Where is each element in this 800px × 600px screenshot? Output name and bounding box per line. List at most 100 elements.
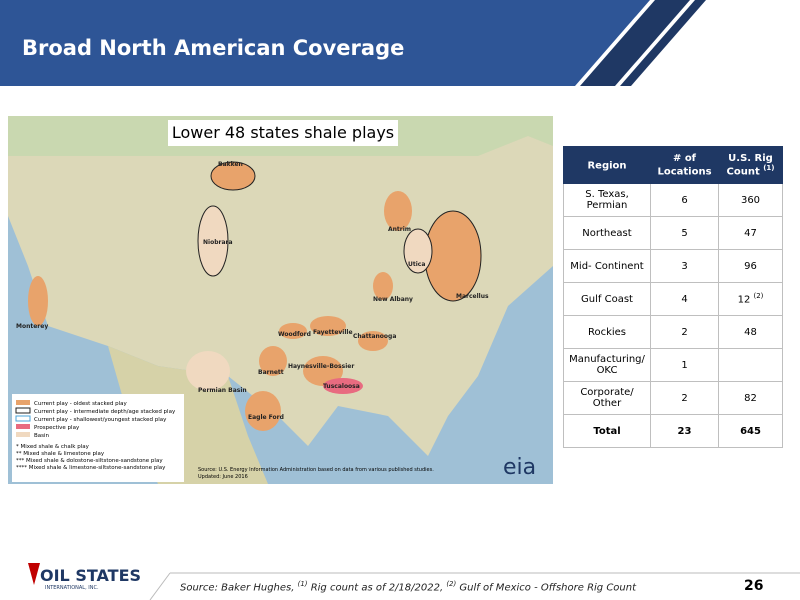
cell-text: Region xyxy=(587,160,627,172)
table-cell: Region xyxy=(563,146,651,184)
map-label: Niobrara xyxy=(203,239,233,246)
table-cell: Northeast xyxy=(563,216,651,250)
table-row: Northeast 5 47 xyxy=(563,216,783,250)
header-band xyxy=(0,0,800,86)
cell-text: 360 xyxy=(740,194,761,206)
table-cell: S. Texas, Permian xyxy=(563,183,651,217)
table-cell: 82 xyxy=(718,381,783,415)
source-part: (1) xyxy=(297,580,308,588)
shale-map: Lower 48 states shale plays Bakken Niobr… xyxy=(8,116,553,484)
cell-text: 96 xyxy=(744,260,757,272)
cell-text: 48 xyxy=(744,326,757,338)
legend-swatch xyxy=(15,407,31,414)
map-label: Antrim xyxy=(388,226,411,233)
cell-text: Corporate/ Other xyxy=(580,387,634,409)
table-cell: U.S. Rig Count (1) xyxy=(718,146,783,184)
cell-text: Rockies xyxy=(587,326,627,338)
cell-text: 82 xyxy=(744,392,757,404)
map-label: Haynesville-Bossier xyxy=(288,363,354,370)
cell-text: 6 xyxy=(681,194,688,206)
legend-note: *** Mixed shale & dolostone-siltstone-sa… xyxy=(16,458,163,464)
eia-logo: eia xyxy=(503,455,536,480)
table-row: Gulf Coast 4 12 (2) xyxy=(563,282,783,316)
map-label: Fayetteville xyxy=(313,329,353,336)
map-label: Woodford xyxy=(278,331,311,338)
legend-label: Current play - intermediate depth/age st… xyxy=(34,409,176,415)
table-row: Rockies 2 48 xyxy=(563,315,783,349)
cell-text: 3 xyxy=(681,260,688,272)
table-row: Manufacturing/ OKC 1 xyxy=(563,348,783,382)
cell-text: Total xyxy=(593,425,621,437)
legend-label: Prospective play xyxy=(34,425,80,431)
cell-note: (1) xyxy=(763,163,775,172)
footer-source: Source: Baker Hughes, (1) Rig count as o… xyxy=(180,580,636,593)
cell-text: 1 xyxy=(681,359,688,371)
cell-text: Northeast xyxy=(582,227,632,239)
table-cell: Rockies xyxy=(563,315,651,349)
map-label: Permian Basin xyxy=(198,387,247,394)
map-source: Source: U.S. Energy Information Administ… xyxy=(198,467,434,473)
map-updated: Updated: June 2016 xyxy=(198,474,248,480)
map-label: Tuscaloosa xyxy=(323,383,360,390)
table-cell: 645 xyxy=(718,414,783,448)
table-cell: Mid- Continent xyxy=(563,249,651,283)
cell-text: S. Texas, Permian xyxy=(585,189,629,211)
map-label: Chattanooga xyxy=(353,333,396,340)
table-cell: # of Locations xyxy=(650,146,719,184)
table-cell: Manufacturing/ OKC xyxy=(563,348,651,382)
legend-swatch xyxy=(16,400,30,405)
cell-text: # of Locations xyxy=(657,152,712,178)
table-cell: 6 xyxy=(650,183,719,217)
table-cell: 2 xyxy=(650,315,719,349)
table-cell: 23 xyxy=(650,414,719,448)
legend-label: Current play - shallowest/youngest stack… xyxy=(34,417,167,423)
legend-swatch xyxy=(16,432,30,437)
source-part: Gulf of Mexico - Offshore Rig Count xyxy=(456,582,637,594)
map-label: Utica xyxy=(408,261,425,268)
footer-band: OIL STATES INTERNATIONAL, INC. xyxy=(28,563,800,600)
rig-table: Region # of Locations U.S. Rig Count (1)… xyxy=(563,146,783,448)
source-part: Source: Baker Hughes, xyxy=(180,582,298,594)
table-row: Total 23 645 xyxy=(563,414,783,448)
map-label: Barnett xyxy=(258,369,284,376)
legend-swatch xyxy=(15,415,31,422)
source-part: Rig count as of 2/18/2022, xyxy=(307,582,447,594)
table-cell: Gulf Coast xyxy=(563,282,651,316)
table-row: Corporate/ Other 2 82 xyxy=(563,381,783,415)
cell-text: 47 xyxy=(744,227,757,239)
table-row: S. Texas, Permian 6 360 xyxy=(563,183,783,217)
slide-title: Broad North American Coverage xyxy=(22,36,405,60)
table-cell: 4 xyxy=(650,282,719,316)
legend-note: ** Mixed shale & limestone play xyxy=(16,451,105,457)
table-cell: 48 xyxy=(718,315,783,349)
table-cell: 96 xyxy=(718,249,783,283)
legend-note: * Mixed shale & chalk play xyxy=(16,444,90,450)
table-cell: 5 xyxy=(650,216,719,250)
table-cell: Total xyxy=(563,414,651,448)
map-title: Lower 48 states shale plays xyxy=(172,123,394,142)
cell-text: 645 xyxy=(740,425,761,437)
company-logo: OIL STATES xyxy=(40,566,141,585)
table-cell: 3 xyxy=(650,249,719,283)
cell-text: Mid- Continent xyxy=(570,260,644,272)
table-cell: 360 xyxy=(718,183,783,217)
cell-note: (2) xyxy=(753,292,764,301)
table-cell: 1 xyxy=(650,348,719,382)
cell-text: 2 xyxy=(681,326,688,338)
page-number: 26 xyxy=(744,578,764,594)
map-label: Monterey xyxy=(16,323,48,330)
legend-label: Current play - oldest stacked play xyxy=(34,401,127,407)
cell-text: 23 xyxy=(677,425,692,437)
table-cell: 2 xyxy=(650,381,719,415)
cell-text: 12 xyxy=(737,294,751,306)
map-label: Bakken xyxy=(218,161,243,168)
company-logo-sub: INTERNATIONAL, INC. xyxy=(45,585,99,591)
map-label: Marcellus xyxy=(456,293,489,300)
table-cell: 12 (2) xyxy=(718,282,783,316)
legend-label: Basin xyxy=(34,433,50,439)
legend-note: **** Mixed shale & limestone-siltstone-s… xyxy=(16,465,166,471)
cell-text: Gulf Coast xyxy=(581,293,633,305)
cell-text: U.S. Rig Count xyxy=(726,152,773,178)
source-part: (2) xyxy=(446,580,457,588)
